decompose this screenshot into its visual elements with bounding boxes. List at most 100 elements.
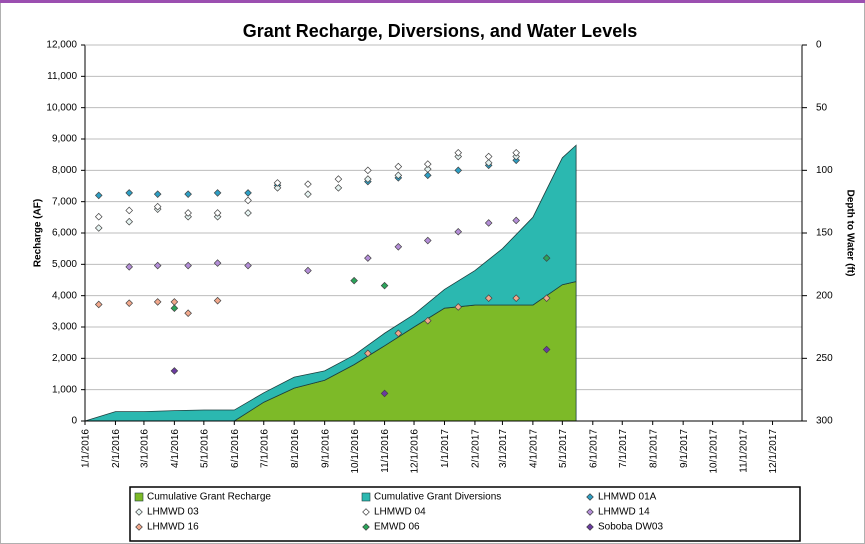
scatter-point — [153, 261, 162, 270]
scatter-point — [170, 367, 179, 375]
y-tick-label: 7,000 — [52, 196, 77, 207]
legend-label: LHMWD 14 — [598, 507, 650, 518]
y2-tick-label: 250 — [816, 353, 833, 364]
y-tick-label: 6,000 — [52, 228, 77, 239]
area — [84, 144, 577, 422]
x-tick-label: 9/1/2016 — [320, 429, 331, 468]
legend-label: EMWD 06 — [374, 522, 420, 533]
scatter-point — [170, 304, 179, 312]
scatter-point — [364, 349, 372, 358]
legend-swatch — [586, 508, 594, 516]
y-tick-label: 2,000 — [52, 353, 77, 364]
scatter-point — [423, 160, 432, 168]
scatter-point — [273, 179, 282, 187]
legend-label: LHMWD 03 — [147, 507, 199, 518]
legend-swatch — [362, 523, 370, 531]
scatter-point — [454, 227, 463, 236]
legend-label: Cumulative Grant Recharge — [147, 492, 271, 503]
scatter-point — [184, 190, 192, 198]
scatter-point — [304, 180, 312, 188]
top-border — [0, 0, 865, 3]
scatter-point — [94, 212, 103, 221]
y2-tick-label: 0 — [816, 40, 822, 51]
legend-label: LHMWD 01A — [598, 492, 657, 503]
y-tick-label: 5,000 — [52, 259, 77, 270]
y2-tick-label: 300 — [816, 416, 833, 427]
scatter-point — [244, 189, 252, 197]
scatter-point — [125, 189, 133, 197]
scatter-point — [244, 196, 252, 205]
chart-title: Grant Recharge, Diversions, and Water Le… — [243, 21, 637, 41]
scatter-point — [213, 209, 222, 217]
x-tick-label: 9/1/2017 — [679, 429, 690, 468]
x-tick-label: 3/1/2017 — [498, 429, 509, 468]
scatter-point — [213, 189, 222, 197]
y-tick-label: 10,000 — [46, 102, 77, 113]
legend-swatch — [135, 523, 143, 531]
scatter-point — [184, 209, 192, 217]
x-tick-label: 2/1/2017 — [471, 429, 482, 468]
scatter-point — [423, 165, 432, 173]
legend-swatch — [362, 508, 370, 516]
scatter-point — [244, 261, 252, 270]
legend-label: Cumulative Grant Diversions — [374, 492, 501, 503]
scatter-point — [125, 217, 133, 226]
y-tick-label: 12,000 — [46, 40, 77, 51]
scatter-point — [484, 159, 493, 167]
x-tick-label: 3/1/2016 — [140, 429, 151, 468]
scatter-point — [94, 300, 103, 309]
x-tick-label: 10/1/2016 — [350, 429, 361, 474]
y-tick-label: 11,000 — [47, 71, 77, 82]
scatter-point — [423, 236, 432, 245]
x-tick-label: 10/1/2017 — [708, 429, 719, 474]
x-tick-label: 2/1/2016 — [111, 429, 122, 468]
x-tick-label: 5/1/2016 — [199, 429, 210, 468]
x-tick-label: 1/1/2017 — [440, 429, 451, 468]
y2-axis-label: Depth to Water (ft) — [844, 190, 855, 277]
scatter-point — [484, 152, 493, 161]
y2-tick-label: 200 — [816, 290, 833, 301]
y-axis-label: Recharge (AF) — [33, 199, 44, 267]
scatter-point — [542, 345, 551, 354]
scatter-point — [364, 166, 372, 175]
scatter-point — [334, 184, 343, 192]
x-tick-label: 4/1/2016 — [170, 429, 181, 468]
x-tick-label: 7/1/2016 — [259, 429, 270, 468]
scatter-point — [153, 298, 162, 306]
scatter-point — [350, 276, 358, 285]
legend-label: LHMWD 04 — [374, 507, 426, 518]
scatter-point — [484, 294, 493, 302]
x-tick-label: 8/1/2016 — [290, 429, 301, 468]
x-tick-label: 11/1/2017 — [739, 429, 750, 473]
y-tick-label: 4,000 — [52, 290, 77, 301]
x-tick-label: 12/1/2016 — [410, 429, 421, 474]
scatter-point — [512, 294, 520, 302]
x-tick-label: 12/1/2017 — [768, 429, 779, 474]
scatter-point — [184, 261, 192, 270]
legend-swatch — [586, 523, 594, 531]
scatter-point — [125, 299, 133, 307]
legend-swatch — [586, 493, 594, 501]
scatter-point — [125, 263, 133, 271]
legend-label: Soboba DW03 — [598, 522, 663, 533]
legend-swatch — [134, 492, 144, 502]
y-tick-label: 0 — [71, 416, 77, 427]
legend-swatch — [361, 492, 371, 502]
x-tick-label: 4/1/2017 — [529, 429, 540, 468]
scatter-point — [334, 175, 343, 183]
y-tick-label: 9,000 — [52, 134, 77, 145]
y-tick-label: 3,000 — [52, 322, 77, 333]
scatter-point — [454, 303, 463, 311]
scatter-point — [512, 148, 520, 157]
x-tick-label: 11/1/2016 — [380, 429, 391, 473]
scatter-point — [94, 224, 103, 232]
scatter-point — [364, 254, 372, 262]
scatter-point — [512, 216, 520, 225]
legend-box — [129, 486, 801, 542]
y2-tick-label: 100 — [816, 165, 833, 176]
y2-tick-label: 50 — [816, 102, 828, 113]
scatter-point — [454, 148, 463, 157]
x-tick-label: 6/1/2016 — [230, 429, 241, 468]
y-tick-label: 1,000 — [52, 384, 77, 395]
y-tick-label: 8,000 — [52, 165, 77, 176]
